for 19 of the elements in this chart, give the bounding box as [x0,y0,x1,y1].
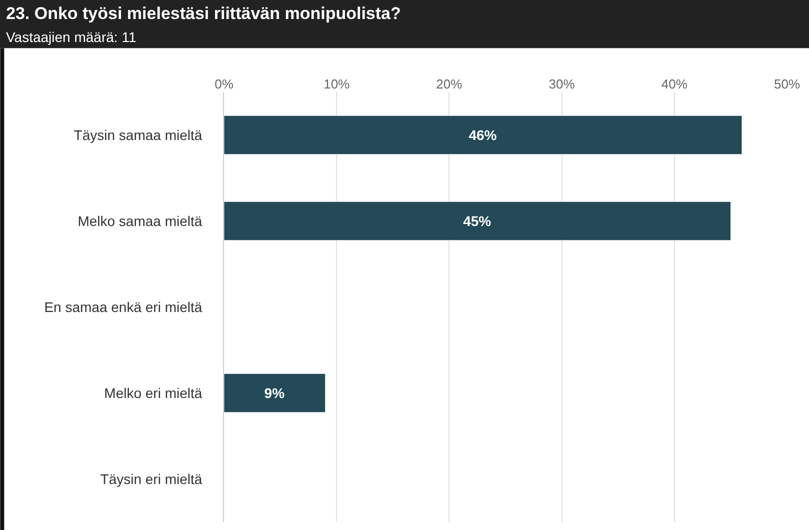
x-tick-label: 10% [324,76,350,92]
data-label: 9% [264,385,286,401]
bar [224,373,326,413]
x-tick-label: 0% [214,76,234,92]
data-label: 45% [463,213,492,229]
y-tick-label: Täysin eri mieltä [100,470,202,487]
chart-title: 23. Onko työsi mielestäsi riittävän monipuolista? [6,4,401,23]
bar [224,115,742,155]
y-tick-label: Täysin samaa mieltä [74,126,202,143]
x-tick-label: 30% [548,76,576,92]
data-label: 46% [468,127,498,143]
bar [224,201,731,241]
x-tick-label: 20% [436,76,463,92]
x-tick-label: 40% [661,76,688,92]
text: Vastaajien määrä: 11 [6,29,136,45]
x-tick-label: 50% [774,76,800,92]
y-tick-label: Melko eri mieltä [104,384,202,401]
y-tick-label: Melko samaa mieltä [78,212,202,229]
y-tick-label: En samaa enkä eri mieltä [44,298,202,315]
